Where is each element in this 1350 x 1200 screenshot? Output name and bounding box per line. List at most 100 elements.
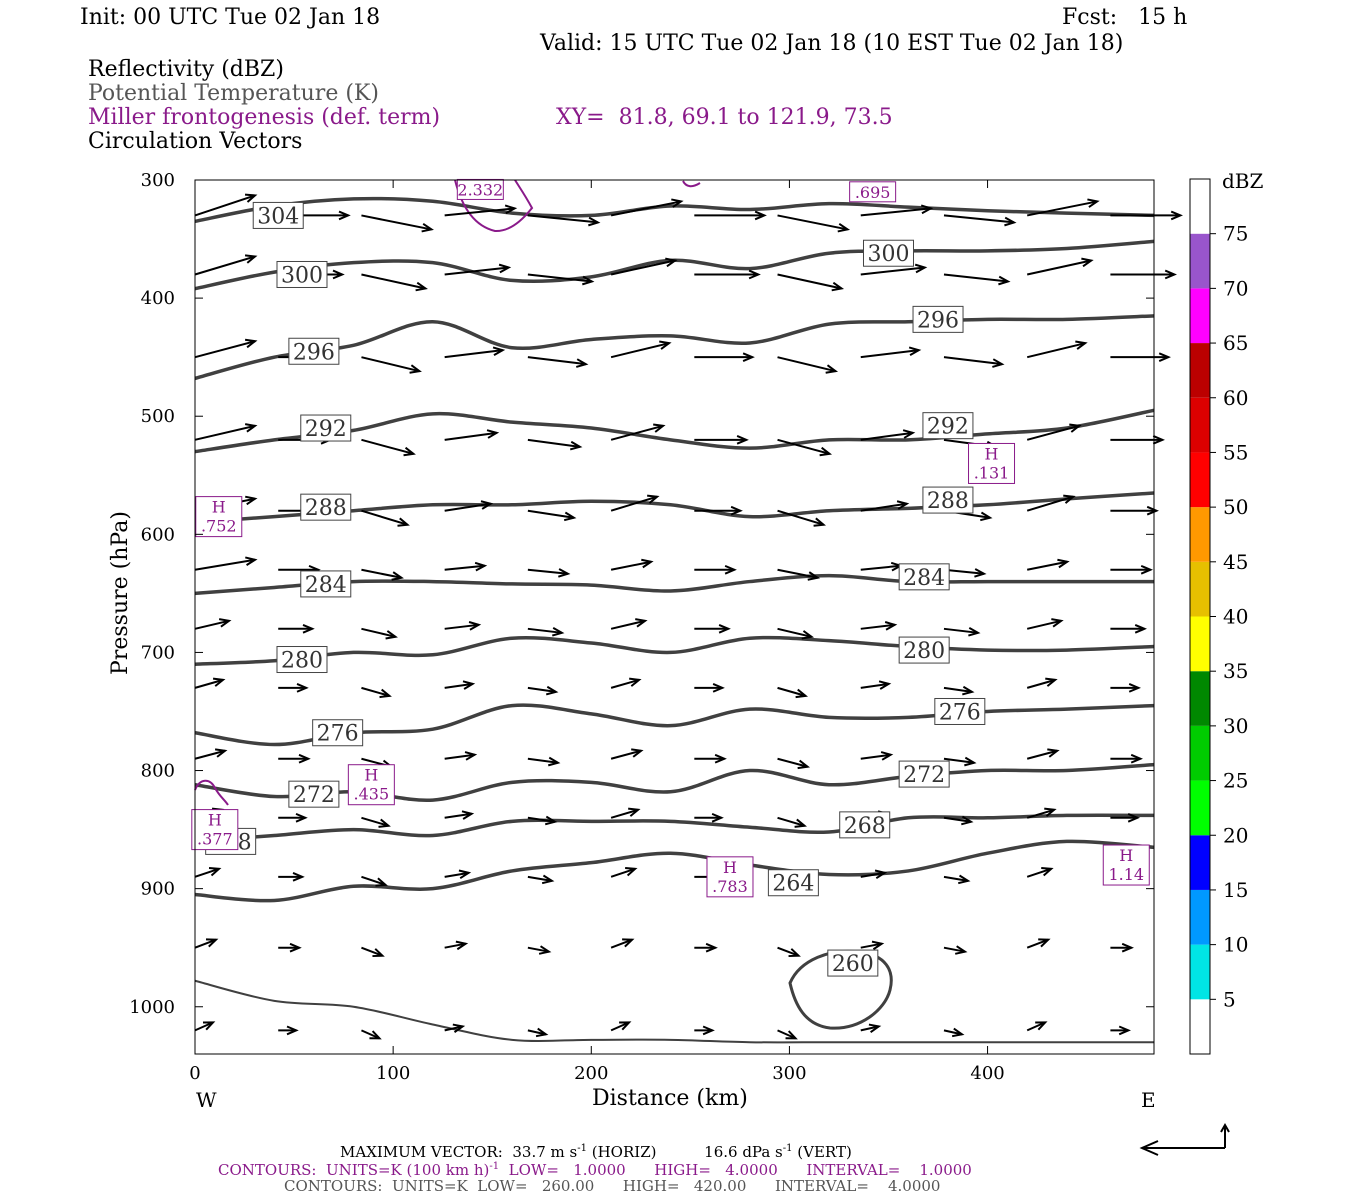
circulation-vector bbox=[444, 751, 478, 761]
cross-section-xy: XY= 81.8, 69.1 to 121.9, 73.5 bbox=[556, 105, 893, 130]
svg-text:1.14: 1.14 bbox=[1108, 865, 1144, 884]
circulation-vector bbox=[1110, 683, 1141, 693]
circulation-vector bbox=[777, 946, 801, 958]
circulation-vector bbox=[361, 509, 410, 527]
y-tick-label: 1000 bbox=[129, 997, 175, 1018]
theta-label-292: 292 bbox=[300, 414, 352, 442]
theta-label-284: 284 bbox=[898, 563, 950, 591]
circulation-vector bbox=[278, 753, 311, 764]
circulation-vector bbox=[444, 621, 482, 631]
svg-text:.783: .783 bbox=[712, 877, 748, 896]
circulation-vector bbox=[694, 435, 749, 445]
circulation-vector bbox=[361, 1029, 382, 1040]
circulation-vector bbox=[610, 494, 660, 512]
valid-time: Valid: 15 UTC Tue 02 Jan 18 (10 EST Tue … bbox=[540, 31, 1124, 56]
colorbar-swatch bbox=[1190, 616, 1210, 672]
circulation-vector bbox=[610, 938, 635, 949]
circulation-vector bbox=[527, 945, 552, 955]
y-tick-label: 600 bbox=[141, 524, 175, 545]
circulation-vector bbox=[444, 204, 518, 217]
circulation-vector bbox=[610, 257, 678, 276]
circulation-vector bbox=[1110, 1025, 1131, 1036]
circulation-vector bbox=[1026, 938, 1051, 949]
circulation-vector bbox=[694, 683, 725, 693]
circulation-vector bbox=[361, 686, 392, 699]
circulation-vector bbox=[444, 810, 475, 820]
circulation-vector bbox=[777, 509, 826, 527]
circulation-vector bbox=[860, 429, 916, 441]
svg-text:276: 276 bbox=[939, 700, 981, 725]
circulation-vector bbox=[444, 500, 494, 512]
colorbar-swatch bbox=[1190, 179, 1210, 234]
circulation-vector bbox=[361, 816, 391, 828]
svg-text:284: 284 bbox=[903, 566, 945, 591]
svg-text:276: 276 bbox=[317, 722, 359, 747]
colorbar-swatch bbox=[1190, 397, 1210, 453]
colorbar-label: 65 bbox=[1223, 331, 1248, 355]
colorbar-swatch bbox=[1190, 561, 1210, 617]
circulation-vector bbox=[860, 621, 898, 631]
svg-text:296: 296 bbox=[293, 340, 335, 365]
fronto-max-label: H1.14 bbox=[1102, 844, 1150, 886]
svg-text:284: 284 bbox=[305, 573, 347, 598]
circulation-vector bbox=[860, 204, 934, 217]
svg-text:288: 288 bbox=[927, 489, 969, 514]
circulation-vector bbox=[1026, 340, 1088, 359]
circulation-vector bbox=[610, 340, 672, 359]
circulation-vector bbox=[194, 618, 232, 630]
circulation-vector bbox=[943, 356, 1005, 368]
circulation-vector bbox=[777, 816, 807, 828]
circulation-vector bbox=[777, 757, 811, 770]
svg-text:H: H bbox=[1119, 846, 1133, 865]
colorbar-label: 25 bbox=[1223, 769, 1248, 793]
circulation-vector bbox=[943, 1027, 965, 1038]
y-tick-label: 500 bbox=[141, 406, 175, 427]
field-theta: Potential Temperature (K) bbox=[88, 81, 379, 106]
theta-label-296: 296 bbox=[288, 337, 340, 365]
circulation-vector bbox=[1110, 435, 1165, 445]
colorbar-label: 45 bbox=[1223, 550, 1248, 574]
fronto-contour-top bbox=[454, 179, 534, 233]
theta-label-280: 280 bbox=[898, 636, 950, 664]
circulation-vector bbox=[860, 1023, 882, 1033]
colorbar-swatch bbox=[1190, 288, 1210, 344]
colorbar-label: 40 bbox=[1223, 605, 1248, 629]
circulation-vector bbox=[194, 677, 226, 689]
circulation-vector bbox=[361, 875, 388, 887]
circulation-vector bbox=[694, 623, 731, 634]
y-tick-label: 400 bbox=[141, 288, 175, 309]
theta-label-264: 264 bbox=[767, 869, 819, 897]
theta-contour-296 bbox=[194, 314, 1155, 381]
circulation-vector bbox=[361, 946, 385, 958]
theta-contour-268 bbox=[194, 813, 1155, 844]
fronto-contour-left bbox=[194, 779, 229, 806]
circulation-vector bbox=[444, 940, 469, 951]
circulation-vector bbox=[194, 748, 228, 760]
colorbar-swatch bbox=[1190, 452, 1210, 508]
circulation-vector bbox=[527, 626, 565, 637]
circulation-vector bbox=[777, 438, 833, 457]
colorbar-swatch bbox=[1190, 343, 1210, 398]
fronto-max-label: .695 bbox=[849, 181, 897, 203]
frontogenesis-contours bbox=[194, 179, 701, 806]
circulation-vector bbox=[1026, 198, 1100, 217]
theta-label-296: 296 bbox=[912, 305, 964, 333]
circulation-vector bbox=[361, 273, 428, 292]
circulation-vector bbox=[1026, 677, 1058, 689]
svg-text:264: 264 bbox=[772, 872, 814, 897]
circulation-vector bbox=[444, 1023, 466, 1033]
circulation-vector bbox=[860, 561, 904, 572]
axes: 0 100 200 300 400 300 400 500 600 700 800 900 1000 bbox=[129, 170, 1154, 1084]
init-time: Init: 00 UTC Tue 02 Jan 18 bbox=[80, 5, 381, 30]
circulation-vector bbox=[527, 438, 583, 451]
circulation-vector bbox=[1026, 257, 1094, 276]
circulation-vectors bbox=[194, 193, 1183, 1040]
fronto-max-label: H.435 bbox=[347, 764, 395, 806]
circulation-vector bbox=[694, 1025, 715, 1036]
fronto-max-label: 2.332 bbox=[456, 178, 504, 200]
reference-vector-icon bbox=[1139, 1122, 1230, 1156]
svg-text:288: 288 bbox=[305, 496, 347, 521]
circulation-vector bbox=[278, 872, 305, 882]
colorbar-swatch bbox=[1190, 671, 1210, 726]
circulation-vector bbox=[694, 269, 761, 280]
